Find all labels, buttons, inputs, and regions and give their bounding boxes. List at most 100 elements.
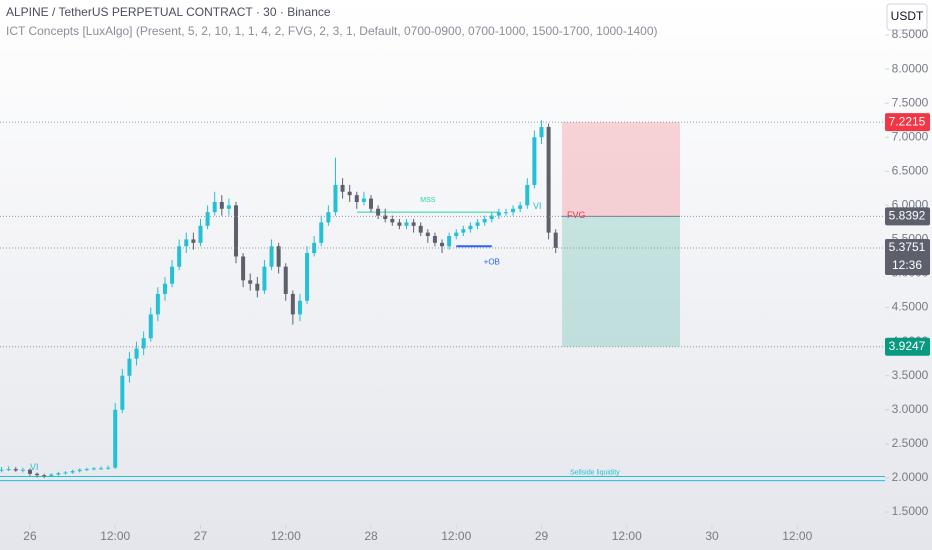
- candle-body: [390, 218, 395, 223]
- x-tick-label: 26: [23, 529, 37, 543]
- candle-body: [6, 469, 11, 471]
- target-zone: [562, 216, 681, 347]
- candle-body: [475, 222, 480, 226]
- candle-body: [368, 198, 373, 209]
- candle-body: [347, 191, 352, 196]
- candle-body: [248, 280, 253, 284]
- price-label: 3.9247: [889, 339, 926, 353]
- candle-body: [162, 283, 167, 294]
- candle-body: [496, 212, 501, 216]
- candle-body: [49, 474, 54, 476]
- candle-body: [503, 212, 508, 214]
- price-label: 7.2215: [889, 114, 926, 128]
- candle-body: [418, 225, 423, 233]
- candle-body: [432, 236, 437, 243]
- candle-body: [184, 239, 189, 247]
- y-tick-label: 1.5000: [892, 504, 929, 518]
- candle-body: [532, 137, 537, 185]
- candle-body: [333, 184, 338, 213]
- candle-body: [155, 293, 160, 315]
- candle-body: [283, 266, 288, 294]
- candle-body: [440, 242, 445, 247]
- candle-body: [191, 239, 196, 243]
- indicator-label: ICT Concepts [LuxAlgo] (Present, 5, 2, 1…: [6, 24, 658, 38]
- y-tick-label: 2.0000: [892, 470, 929, 484]
- x-tick-label: 12:00: [100, 529, 130, 543]
- price-label-box: [885, 207, 930, 226]
- candle-body: [77, 469, 82, 472]
- candle-body: [553, 232, 558, 248]
- candle-body: [106, 467, 111, 469]
- currency-label[interactable]: USDT: [891, 9, 924, 23]
- candle-body: [170, 266, 175, 284]
- candle-body: [20, 469, 25, 471]
- price-label: 5.3751: [889, 240, 926, 254]
- candle-body: [468, 225, 473, 230]
- candle-body: [511, 208, 516, 213]
- x-tick-label: 12:00: [782, 529, 812, 543]
- mss-label: MSS: [420, 197, 436, 204]
- y-tick-label: 7.0000: [892, 129, 929, 143]
- plot-area: Sellside liquidity MSS +OB VI VI FVG: [0, 120, 885, 482]
- candle-body: [447, 236, 452, 247]
- y-tick-label: 8.5000: [892, 27, 929, 41]
- y-tick-label: 2.5000: [892, 436, 929, 450]
- candle-body: [13, 469, 18, 471]
- candle-body: [518, 205, 523, 209]
- order-block-label: +OB: [484, 257, 500, 266]
- candle-body: [305, 253, 310, 301]
- x-tick-label: 12:00: [271, 529, 301, 543]
- candle-body: [141, 338, 146, 349]
- candle-body: [297, 300, 302, 315]
- candle-body: [404, 222, 409, 226]
- candle-body: [290, 293, 295, 315]
- candle-body: [226, 205, 231, 209]
- annotation: FVG: [567, 210, 586, 220]
- candle-body: [376, 208, 381, 216]
- x-tick-label: 29: [535, 529, 549, 543]
- y-tick-label: 3.0000: [892, 402, 929, 416]
- candle-body: [411, 222, 416, 226]
- candle-body: [70, 471, 75, 473]
- x-tick-label: 30: [705, 529, 719, 543]
- price-label-box: [885, 337, 930, 356]
- candle-body: [56, 473, 61, 475]
- candle-body: [219, 201, 224, 209]
- candle-body: [198, 225, 203, 243]
- countdown: 12:36: [892, 258, 922, 272]
- x-tick-label: 28: [364, 529, 378, 543]
- annotation: VI: [533, 201, 542, 211]
- candle-body: [113, 409, 118, 468]
- candle-body: [397, 222, 402, 226]
- candle-body: [539, 127, 544, 138]
- candle-body: [269, 246, 274, 267]
- candle-body: [127, 358, 132, 376]
- candle-body: [262, 266, 267, 291]
- candle-body: [134, 348, 139, 359]
- candle-body: [425, 232, 430, 237]
- candle-body: [120, 375, 125, 410]
- candle-body: [177, 246, 182, 267]
- candle-body: [489, 215, 494, 219]
- candle-body: [276, 246, 281, 267]
- y-tick-label: 7.5000: [892, 95, 929, 109]
- price-label: 5.8392: [889, 208, 926, 222]
- price-label-box: [885, 238, 930, 275]
- candle-body: [63, 472, 68, 474]
- candle-body: [383, 215, 388, 219]
- candle-body: [361, 198, 366, 202]
- currency-button[interactable]: [886, 3, 928, 31]
- x-tick-label: 12:00: [441, 529, 471, 543]
- candle-body: [35, 473, 40, 476]
- x-tick-label: 12:00: [612, 529, 642, 543]
- candle-body: [546, 127, 551, 233]
- price-label-box: [885, 113, 930, 132]
- y-tick-label: 8.0000: [892, 61, 929, 75]
- candle-body: [91, 468, 96, 470]
- candle-body: [319, 222, 324, 243]
- chart-title: ALPINE / TetherUS PERPETUAL CONTRACT · 3…: [6, 5, 331, 19]
- candle-body: [234, 205, 239, 257]
- candle-body: [241, 256, 246, 281]
- annotation: VI: [30, 462, 39, 472]
